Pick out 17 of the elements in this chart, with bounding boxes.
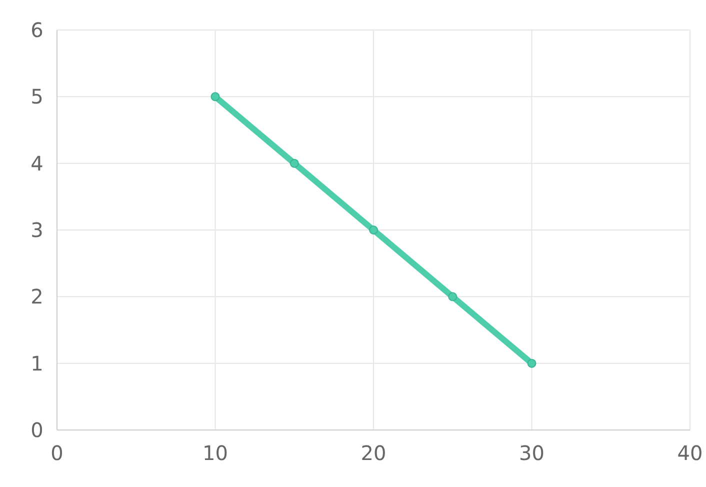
point [290, 158, 299, 168]
point [369, 226, 378, 234]
y-tick-label: 1 [30, 351, 44, 376]
x-tick-label: 30 [519, 441, 544, 465]
x-tick-label: 20 [360, 441, 386, 465]
x-tick-label: 10 [202, 441, 228, 465]
y-tick-label: 2 [30, 284, 44, 309]
x-tick-label: 0 [50, 441, 64, 465]
y-tick-label: 4 [30, 151, 44, 176]
x-tick-label: 40 [677, 441, 703, 465]
y-tick-label: 6 [30, 18, 44, 42]
y-tick-label: 0 [30, 418, 44, 442]
point [448, 292, 458, 302]
y-tick-label: 3 [30, 218, 44, 242]
point [210, 92, 220, 102]
point [527, 358, 536, 368]
y-tick-label: 5 [30, 84, 44, 109]
